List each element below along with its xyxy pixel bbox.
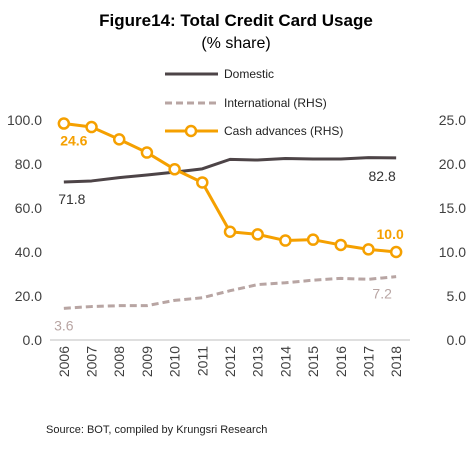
data-point [306,233,320,246]
series-domestic [63,156,397,184]
y-left-tick-label: 0.0 [23,332,43,348]
data-label: 3.6 [54,317,74,333]
data-point [168,163,181,176]
data-point [85,120,98,134]
y-left-tick-label: 20.0 [15,288,42,304]
data-point [223,225,237,239]
y-left-tick-label: 40.0 [15,244,42,260]
legend-label: International (RHS) [224,96,327,110]
y-left-tick-label: 80.0 [15,156,42,172]
data-label: 71.8 [58,191,85,207]
data-point [389,245,403,259]
x-tick-label: 2006 [56,346,72,377]
x-tick-label: 2012 [222,346,238,377]
data-point [251,228,264,241]
legend-marker [184,124,198,138]
data-point [140,146,154,159]
series-line [63,275,397,310]
legend-item: Cash advances (RHS) [165,124,343,138]
series-line [63,156,397,184]
y-left-tick-label: 60.0 [15,200,42,216]
legend-item: Domestic [165,67,274,81]
x-tick-label: 2009 [139,346,155,377]
x-tick-label: 2008 [111,346,127,377]
legend-item: International (RHS) [165,96,327,110]
data-point [334,238,348,252]
x-tick-label: 2016 [333,346,349,377]
legend-label: Cash advances (RHS) [224,124,343,138]
data-point [57,117,71,130]
chart-subtitle: (% share) [201,35,270,52]
y-right-tick-label: 5.0 [447,288,467,304]
y-right-tick-label: 15.0 [439,200,466,216]
x-tick-label: 2011 [194,346,210,376]
x-tick-label: 2014 [277,346,293,377]
chart-title: Figure14: Total Credit Card Usage [99,11,373,30]
data-label: 24.6 [60,133,87,149]
data-label: 82.8 [369,168,396,184]
x-tick-label: 2018 [388,346,404,377]
x-tick-label: 2017 [360,346,376,377]
data-point [112,133,126,146]
series-cash-advances-rhs [57,117,403,259]
x-tick-label: 2013 [250,346,266,377]
series-layer [57,117,403,310]
y-right-tick-label: 10.0 [439,244,466,260]
source-note: Source: BOT, compiled by Krungsri Resear… [46,424,267,436]
data-labels: 71.8 82.8 3.6 7.2 24.6 10.0 [54,133,404,334]
series-international-rhs [63,275,397,310]
y-right-tick-label: 0.0 [447,332,467,348]
y-left-tick-label: 100.0 [7,112,42,128]
y-right-tick-label: 20.0 [439,156,466,172]
x-tick-label: 2007 [84,346,100,377]
legend: Domestic International (RHS) Cash advances… [165,67,343,138]
data-point [196,176,209,189]
x-tick-label: 2010 [167,346,183,377]
legend-label: Domestic [224,67,274,81]
x-tick-label: 2015 [305,346,321,377]
data-point [362,243,375,256]
data-label: 7.2 [372,286,392,302]
y-right-tick-label: 25.0 [439,112,466,128]
data-label: 10.0 [377,226,404,242]
data-point [279,234,292,247]
axes: 0.0 20.0 40.0 60.0 80.0 100.0 0.0 5.0 10.0 15.0 20… [7,112,466,377]
